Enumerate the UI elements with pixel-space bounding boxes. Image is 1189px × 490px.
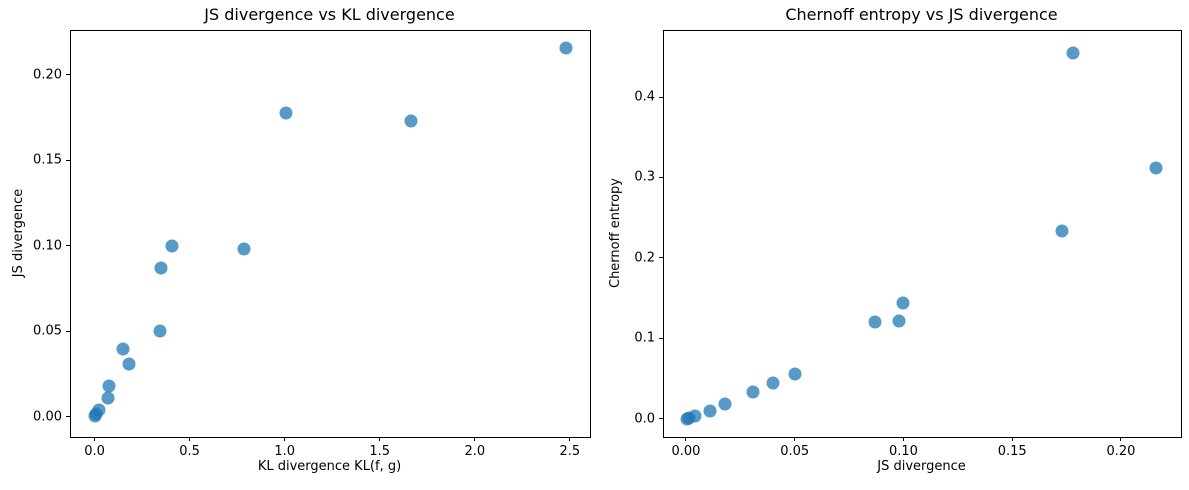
y-tick-label: 0.4 (634, 89, 655, 105)
scatter-point (102, 379, 116, 393)
right-plot-axes: 0.00 0.05 0.10 0.15 0.20 0.0 0.1 0.2 0.3 0.4 (634, 30, 1182, 459)
x-tick-mark (474, 437, 476, 441)
x-tick-label: 0.0 (84, 444, 105, 459)
y-tick-mark (66, 159, 70, 161)
scatter-point (153, 324, 167, 338)
left-x-axis-label: KL divergence KL(f, g) (257, 459, 402, 474)
y-tick-mark (66, 416, 70, 418)
scatter-point (559, 41, 573, 55)
x-tick-label: 0.00 (671, 444, 701, 459)
left-plot-title: JS divergence vs KL divergence (204, 5, 455, 24)
scatter-point (92, 403, 106, 417)
x-tick-label: 1.5 (369, 444, 391, 459)
y-tick-label: 0.3 (634, 169, 655, 185)
scatter-point (404, 114, 418, 128)
scatter-point (688, 409, 702, 423)
y-tick-mark (659, 337, 663, 339)
scatter-point (1066, 46, 1080, 60)
y-tick-label: 0.00 (33, 409, 62, 425)
scatter-point (718, 397, 732, 411)
x-tick-mark (902, 437, 904, 441)
scatter-point (1149, 161, 1163, 175)
scatter-point (868, 315, 882, 329)
scatter-point (766, 376, 780, 390)
y-tick-mark (66, 74, 70, 76)
x-tick-mark (1120, 437, 1122, 441)
left-y-axis-label: JS divergence (11, 188, 26, 278)
x-tick-label: 0.20 (1106, 444, 1136, 459)
x-tick-label: 0.05 (780, 444, 810, 459)
x-tick-label: 0.5 (179, 444, 200, 459)
scatter-point (746, 385, 760, 399)
x-tick-mark (94, 437, 96, 441)
x-tick-mark (379, 437, 381, 441)
scatter-point (122, 357, 136, 371)
right-y-axis-label: Chernoff entropy (608, 177, 623, 289)
scatter-point (165, 239, 179, 253)
x-tick-mark (189, 437, 191, 441)
scatter-point (892, 314, 906, 328)
y-tick-label: 0.2 (634, 250, 655, 266)
y-tick-label: 0.20 (33, 67, 62, 83)
x-tick-label: 2.0 (464, 444, 486, 459)
right-x-axis-label: JS divergence (877, 459, 966, 474)
x-tick-mark (794, 437, 796, 441)
y-tick-label: 0.10 (33, 238, 62, 254)
scatter-point (116, 342, 130, 356)
y-tick-label: 0.0 (634, 411, 655, 427)
scatter-point (788, 367, 802, 381)
y-tick-mark (66, 245, 70, 247)
x-tick-label: 2.5 (559, 444, 581, 459)
y-tick-mark (659, 176, 663, 178)
scatter-point (703, 404, 717, 418)
x-tick-label: 0.15 (997, 444, 1027, 459)
x-tick-mark (1011, 437, 1013, 441)
x-tick-mark (569, 437, 571, 441)
x-tick-mark (685, 437, 687, 441)
y-tick-mark (659, 96, 663, 98)
y-tick-label: 0.1 (634, 330, 655, 346)
y-tick-mark (66, 330, 70, 332)
x-tick-label: 1.0 (274, 444, 296, 459)
scatter-point (1055, 224, 1069, 238)
y-tick-label: 0.15 (33, 152, 62, 168)
y-tick-label: 0.05 (33, 323, 62, 339)
scatter-point (154, 261, 168, 275)
x-tick-mark (284, 437, 286, 441)
y-tick-mark (659, 418, 663, 420)
scatter-point (237, 242, 251, 256)
scatter-point (101, 391, 114, 405)
x-tick-label: 0.10 (888, 444, 918, 459)
left-plot-axes: 0.0 0.5 1.0 1.5 2.0 2.5 0.00 0.05 0.10 0.15 0.20 (33, 30, 591, 459)
y-tick-mark (659, 257, 663, 259)
right-plot-title: Chernoff entropy vs JS divergence (785, 5, 1058, 24)
scatter-point (279, 106, 293, 120)
scatter-point (896, 296, 910, 310)
